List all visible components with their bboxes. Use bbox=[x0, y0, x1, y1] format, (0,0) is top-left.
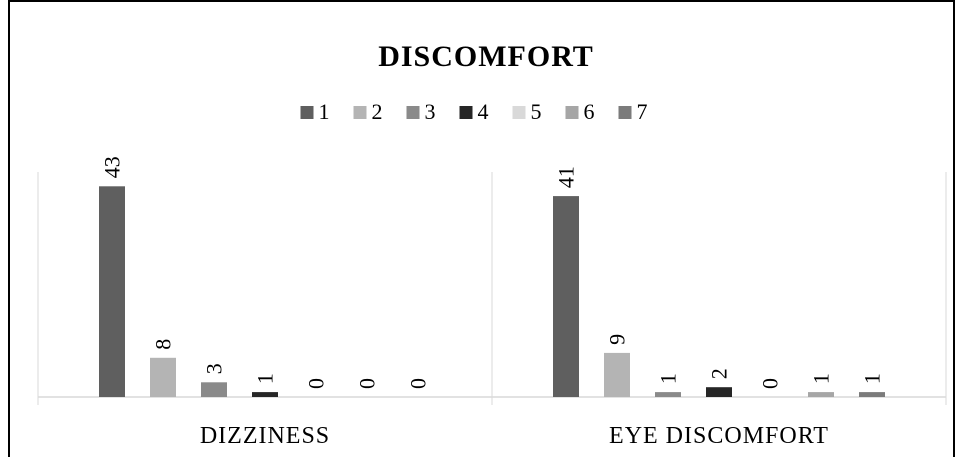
data-label: 8 bbox=[151, 339, 176, 350]
bar-eye-discomfort-series-7 bbox=[859, 392, 885, 397]
bar-eye-discomfort-series-6 bbox=[808, 392, 834, 397]
chart: DISCOMFORT 1 2 3 4 5 6 7 43 8 3 1 0 0 0 DIZZINESS 41 9 1… bbox=[37, 40, 947, 449]
bar-dizziness-series-4 bbox=[252, 392, 278, 397]
data-label: 1 bbox=[809, 373, 834, 384]
chart-title: DISCOMFORT bbox=[378, 40, 594, 73]
plot-area: 43 8 3 1 0 0 0 DIZZINESS 41 9 1 2 0 1 1 EYE DISCOMFORT bbox=[37, 156, 947, 449]
data-label: 0 bbox=[304, 378, 329, 389]
data-label: 43 bbox=[100, 156, 125, 178]
bar-eye-discomfort-series-3 bbox=[655, 392, 681, 397]
legend-label-4: 4 bbox=[478, 99, 489, 124]
data-label: 1 bbox=[253, 373, 278, 384]
bar-dizziness-series-2 bbox=[150, 357, 176, 397]
legend-label-6: 6 bbox=[584, 99, 595, 124]
category-label: EYE DISCOMFORT bbox=[609, 423, 829, 449]
legend-label-5: 5 bbox=[531, 99, 542, 124]
legend-swatch-1 bbox=[300, 106, 314, 119]
legend-label-3: 3 bbox=[425, 99, 436, 124]
legend-swatch-4 bbox=[459, 106, 473, 119]
data-label: 2 bbox=[707, 368, 732, 379]
data-label: 1 bbox=[656, 373, 681, 384]
legend: 1 2 3 4 5 6 7 bbox=[300, 99, 648, 124]
legend-label-7: 7 bbox=[637, 99, 648, 124]
bar-eye-discomfort-series-1 bbox=[553, 196, 579, 397]
data-label: 0 bbox=[406, 378, 431, 389]
data-label: 0 bbox=[758, 378, 783, 389]
legend-swatch-2 bbox=[353, 106, 367, 119]
legend-swatch-3 bbox=[406, 106, 420, 119]
chart-frame: DISCOMFORT 1 2 3 4 5 6 7 43 8 3 1 0 0 0 DIZZINESS 41 9 1… bbox=[8, 0, 955, 457]
category-label: DIZZINESS bbox=[200, 423, 330, 449]
legend-swatch-5 bbox=[512, 106, 526, 119]
bar-dizziness-series-1 bbox=[99, 186, 125, 397]
bar-dizziness-series-3 bbox=[201, 382, 227, 397]
data-label: 1 bbox=[860, 373, 885, 384]
data-label: 0 bbox=[355, 378, 380, 389]
data-label: 3 bbox=[202, 363, 227, 374]
legend-label-1: 1 bbox=[319, 99, 330, 124]
data-label: 41 bbox=[554, 166, 579, 188]
bar-eye-discomfort-series-2 bbox=[604, 352, 630, 397]
legend-swatch-6 bbox=[565, 106, 579, 119]
legend-swatch-7 bbox=[618, 106, 632, 119]
legend-label-2: 2 bbox=[372, 99, 383, 124]
data-label: 9 bbox=[605, 334, 630, 345]
bar-eye-discomfort-series-4 bbox=[706, 387, 732, 397]
